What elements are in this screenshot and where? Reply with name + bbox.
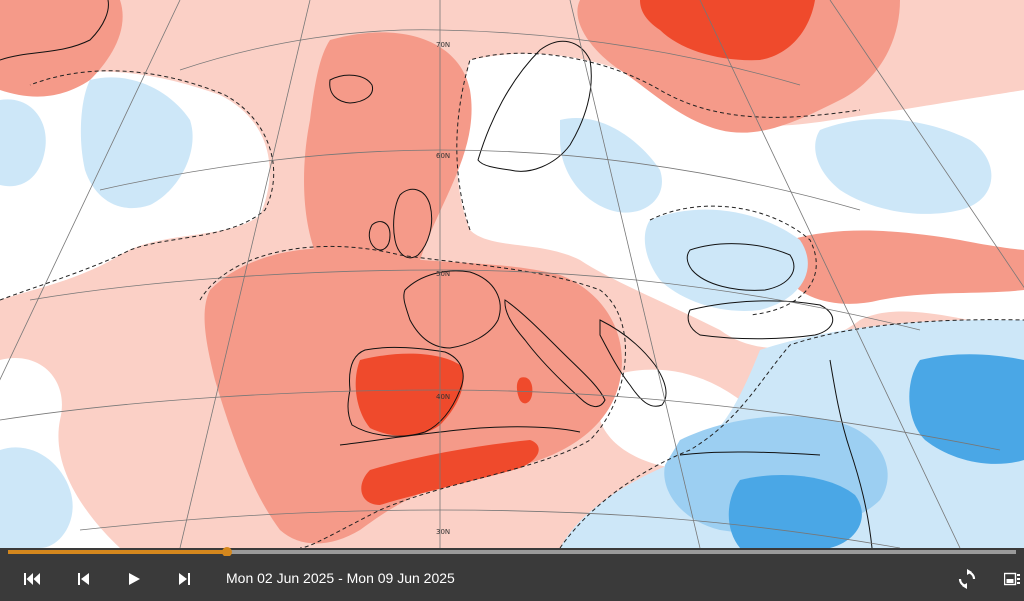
coastline-italy <box>504 299 606 407</box>
cool-area-mid-atlantic <box>80 77 193 209</box>
coastline-greenland <box>0 0 109 61</box>
warm-area-black-sea <box>785 230 1024 304</box>
meridian <box>699 0 961 548</box>
timeline-track[interactable] <box>8 547 1016 557</box>
play-icon <box>129 572 140 585</box>
contour-line <box>199 246 626 548</box>
warm-core-spain <box>355 353 464 436</box>
timeline-thumb[interactable] <box>221 547 232 557</box>
graticule <box>0 0 1024 548</box>
skip-to-start-button[interactable] <box>18 556 48 601</box>
cool-area-scandinavia <box>560 118 662 213</box>
warm-area-greenland <box>0 0 123 97</box>
warm-core-russia <box>640 0 815 61</box>
skip-to-start-icon <box>24 572 40 585</box>
meridian <box>829 0 1024 289</box>
coastline-turkey <box>687 300 833 340</box>
meridian <box>569 0 701 548</box>
map-canvas: 70N 60N 50N 40N 30N <box>0 0 1024 548</box>
step-back-button[interactable] <box>70 556 98 601</box>
latitude-line-50n <box>29 269 921 331</box>
contour-line <box>0 70 275 301</box>
legend-icon <box>1004 572 1020 585</box>
cool-area-labrador <box>0 99 46 187</box>
contour-lines <box>0 52 1024 548</box>
latitude-label-70n: 70N <box>436 41 450 49</box>
meridian <box>179 0 311 548</box>
timeline-progress <box>8 550 227 554</box>
warm-core-north-africa <box>361 440 539 505</box>
latitude-label-50n: 50N <box>436 270 450 278</box>
coastline-ireland <box>368 221 391 251</box>
cool-area-russia-east <box>815 119 992 214</box>
timeline-bar[interactable] <box>0 547 1024 557</box>
cool-area-egypt <box>728 475 862 548</box>
loop-button[interactable] <box>952 556 982 601</box>
latitude-line-70n <box>179 29 801 86</box>
latitude-line-30n <box>79 509 901 548</box>
coastline-iceland <box>329 74 374 104</box>
warm-core-sardinia <box>516 377 533 404</box>
legend-button[interactable] <box>1000 556 1024 601</box>
contour-line <box>456 52 861 231</box>
contour-line <box>649 205 817 316</box>
coastline-balkans <box>599 319 667 407</box>
step-back-icon <box>78 572 89 585</box>
warm-area-russia <box>577 0 900 133</box>
warm-area-north-atlantic <box>304 32 472 294</box>
latitude-label-40n: 40N <box>436 393 450 401</box>
cool-area-south-atlantic <box>0 447 73 548</box>
latitude-label-60n: 60N <box>436 152 450 160</box>
latitude-line-40n <box>0 389 1001 451</box>
playback-controls: Mon 02 Jun 2025 - Mon 09 Jun 2025 <box>0 556 1024 601</box>
anomaly-map: 70N 60N 50N 40N 30N <box>0 0 1024 548</box>
latitude-label-30n: 30N <box>436 528 450 536</box>
meridian <box>0 0 181 381</box>
step-forward-button[interactable] <box>170 556 198 601</box>
date-range-label: Mon 02 Jun 2025 - Mon 09 Jun 2025 <box>226 570 455 586</box>
cool-area-arabia <box>909 354 1024 464</box>
coastline-levant <box>829 359 873 548</box>
coastline-egypt <box>679 451 821 456</box>
step-forward-icon <box>179 572 190 585</box>
coastline-britain <box>393 188 433 259</box>
coastline-black-sea <box>686 243 795 291</box>
latitude-line-60n <box>99 149 861 211</box>
coastline-north-africa <box>339 426 581 446</box>
coastline-france <box>403 270 501 349</box>
play-button[interactable] <box>120 556 148 601</box>
loop-icon <box>958 568 976 589</box>
